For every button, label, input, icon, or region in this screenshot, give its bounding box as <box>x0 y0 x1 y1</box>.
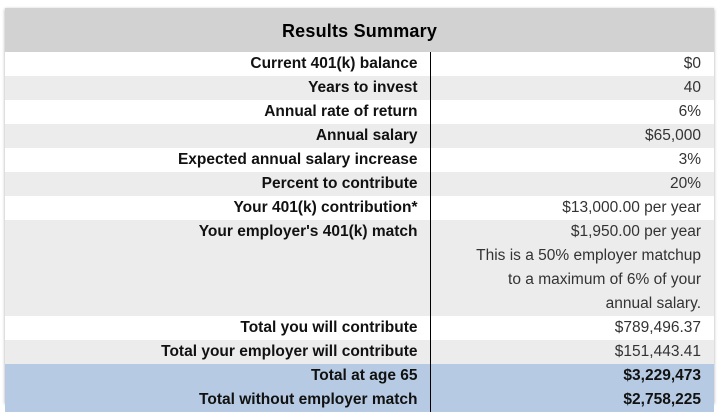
results-summary-title: Results Summary <box>5 8 714 52</box>
table-row-rate-of-return: Annual rate of return 6% <box>5 100 714 124</box>
row-value: $3,229,473 <box>430 364 714 388</box>
employer-match-note-line-3: annual salary. <box>605 295 701 312</box>
row-label: Annual rate of return <box>5 100 431 124</box>
row-label: Your employer's 401(k) match <box>5 220 431 316</box>
row-value: $789,496.37 <box>430 316 714 340</box>
table-row-annual-salary: Annual salary $65,000 <box>5 124 714 148</box>
table-row-total-employer-contribute: Total your employer will contribute $151… <box>5 340 714 364</box>
table-row-total-at-65: Total at age 65 $3,229,473 <box>5 364 714 388</box>
row-value: 40 <box>430 76 714 100</box>
table-row-total-without-match: Total without employer match $2,758,225 <box>5 388 714 412</box>
row-value: $151,443.41 <box>430 340 714 364</box>
row-label: Years to invest <box>5 76 431 100</box>
table-row-years-to-invest: Years to invest 40 <box>5 76 714 100</box>
table-row-your-contribution: Your 401(k) contribution* $13,000.00 per… <box>5 196 714 220</box>
row-label: Percent to contribute <box>5 172 431 196</box>
results-summary-card: Results Summary Current 401(k) balance $… <box>5 8 714 412</box>
row-value-multiline: $1,950.00 per year This is a 50% employe… <box>430 220 714 316</box>
row-label: Total without employer match <box>5 388 431 412</box>
row-label: Total you will contribute <box>5 316 431 340</box>
row-label: Expected annual salary increase <box>5 148 431 172</box>
results-summary-table: Current 401(k) balance $0 Years to inves… <box>5 52 714 412</box>
employer-match-note-line-1: This is a 50% employer matchup <box>476 247 701 264</box>
table-row-percent-to-contribute: Percent to contribute 20% <box>5 172 714 196</box>
row-value: $0 <box>430 52 714 76</box>
row-label: Current 401(k) balance <box>5 52 431 76</box>
row-value: $13,000.00 per year <box>430 196 714 220</box>
row-label: Total at age 65 <box>5 364 431 388</box>
table-row-salary-increase: Expected annual salary increase 3% <box>5 148 714 172</box>
table-row-total-you-contribute: Total you will contribute $789,496.37 <box>5 316 714 340</box>
table-row-current-balance: Current 401(k) balance $0 <box>5 52 714 76</box>
row-value: 3% <box>430 148 714 172</box>
row-label: Your 401(k) contribution* <box>5 196 431 220</box>
row-value: $2,758,225 <box>430 388 714 412</box>
row-label: Total your employer will contribute <box>5 340 431 364</box>
row-value: 20% <box>430 172 714 196</box>
row-label: Annual salary <box>5 124 431 148</box>
employer-match-note-line-2: to a maximum of 6% of your <box>508 271 701 288</box>
employer-match-amount: $1,950.00 per year <box>570 223 701 240</box>
row-value: $65,000 <box>430 124 714 148</box>
row-value: 6% <box>430 100 714 124</box>
table-row-employer-match: Your employer's 401(k) match $1,950.00 p… <box>5 220 714 316</box>
